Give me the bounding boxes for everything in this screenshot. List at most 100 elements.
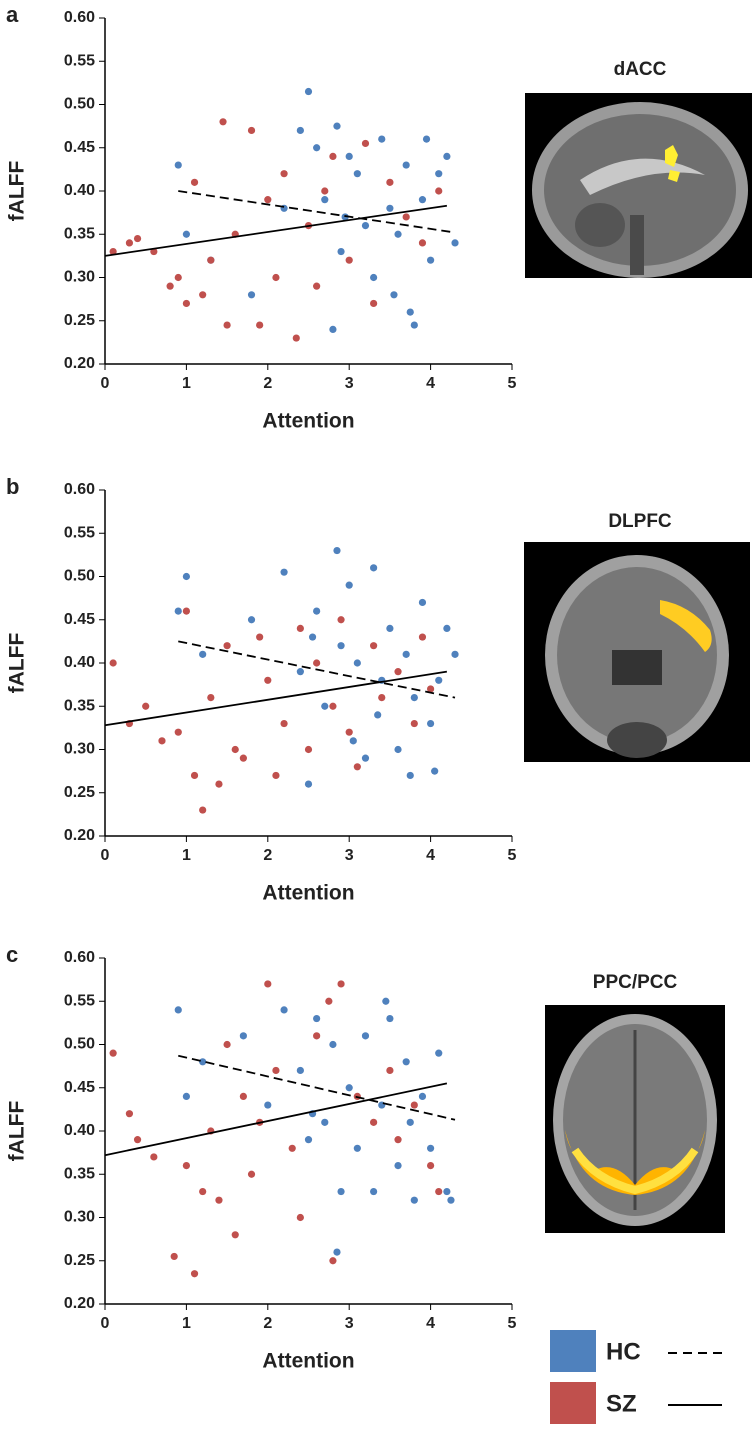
x-tick-label: 4 (426, 847, 435, 864)
data-point (337, 642, 345, 650)
data-point (394, 668, 402, 676)
data-point (182, 607, 190, 615)
y-tick-label: 0.50 (64, 1036, 95, 1053)
data-point (345, 581, 353, 589)
data-point (174, 161, 182, 169)
data-point (418, 633, 427, 641)
x-tick-label: 3 (345, 847, 354, 864)
x-tick-label: 5 (508, 1315, 517, 1332)
data-point (223, 1040, 231, 1049)
region-title: DLPFC (608, 511, 672, 532)
data-point (410, 1101, 418, 1109)
data-point (394, 745, 402, 754)
data-point (435, 187, 443, 195)
data-point (410, 719, 418, 728)
data-point (182, 299, 190, 308)
data-point (390, 291, 398, 299)
data-point (321, 196, 329, 204)
x-tick-label: 5 (508, 847, 517, 864)
x-tick-label: 2 (263, 375, 272, 392)
y-tick-label: 0.45 (64, 611, 95, 628)
data-point (329, 702, 337, 710)
data-point (199, 650, 207, 658)
region-title: PPC/PCC (593, 972, 678, 993)
fit-line (104, 1082, 448, 1157)
data-point (386, 1014, 394, 1023)
data-point (182, 572, 190, 581)
data-point (272, 771, 280, 780)
data-point (345, 152, 353, 160)
data-point (337, 1187, 345, 1196)
data-point (199, 806, 207, 814)
data-point (223, 321, 231, 329)
y-tick-label: 0.45 (64, 1079, 95, 1096)
data-point (150, 1153, 158, 1161)
data-point (280, 1006, 288, 1014)
legend-label: HC (606, 1338, 641, 1365)
y-tick-label: 0.35 (64, 697, 95, 714)
data-point (296, 126, 304, 135)
data-point (133, 1136, 142, 1144)
data-point (410, 694, 418, 702)
data-point (394, 1136, 402, 1144)
data-point (215, 780, 223, 788)
fit-line (178, 640, 456, 699)
data-point (361, 139, 370, 148)
data-point (333, 122, 341, 130)
data-point (370, 642, 378, 650)
data-point (207, 256, 215, 264)
data-point (451, 239, 459, 247)
data-point (304, 780, 313, 788)
legend-swatch (550, 1330, 596, 1372)
y-tick-label: 0.55 (64, 992, 95, 1009)
data-point (435, 676, 443, 684)
data-point (447, 1196, 455, 1204)
data-point (402, 161, 410, 169)
data-point (296, 1066, 304, 1075)
data-point (313, 282, 321, 290)
brain-image (525, 93, 752, 278)
data-point (410, 321, 418, 329)
data-point (256, 633, 264, 641)
data-point (174, 607, 182, 615)
data-point (272, 1066, 280, 1075)
legend-swatch (550, 1382, 596, 1424)
y-tick-label: 0.50 (64, 96, 95, 113)
data-point (199, 291, 207, 299)
data-point (345, 256, 353, 264)
data-point (190, 771, 199, 780)
y-tick-label: 0.35 (64, 225, 95, 242)
y-tick-label: 0.20 (64, 827, 95, 844)
data-point (174, 1006, 182, 1014)
data-point (333, 1248, 341, 1256)
data-point (182, 1092, 190, 1100)
data-point (353, 659, 361, 667)
data-point (313, 1032, 321, 1040)
data-point (296, 1213, 304, 1222)
data-point (264, 676, 272, 684)
data-point (239, 754, 247, 762)
data-point (329, 325, 337, 333)
fit-line (104, 670, 448, 727)
y-tick-label: 0.25 (64, 1252, 95, 1269)
data-point (451, 650, 459, 658)
data-point (280, 719, 288, 728)
y-tick-label: 0.55 (64, 524, 95, 541)
data-point (349, 737, 357, 745)
data-point (345, 1084, 353, 1092)
data-point (308, 633, 317, 641)
fit-line (104, 204, 448, 257)
data-point (223, 642, 231, 650)
data-point (280, 568, 288, 576)
data-point (333, 546, 341, 555)
data-point (386, 1066, 394, 1075)
data-point (402, 650, 410, 658)
x-tick-label: 1 (182, 375, 191, 392)
data-point (304, 87, 313, 96)
y-tick-label: 0.40 (64, 654, 95, 671)
data-point (313, 607, 321, 615)
data-point (406, 771, 414, 780)
data-point (345, 728, 353, 736)
y-tick-label: 0.60 (64, 481, 95, 498)
fit-line (178, 190, 456, 234)
